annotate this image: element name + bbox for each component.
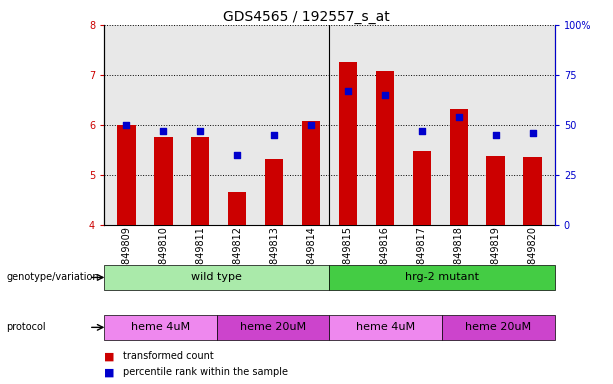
Bar	[413, 151, 431, 225]
Point	[454, 114, 463, 120]
Bar	[265, 159, 283, 225]
Bar	[330, 315, 442, 340]
Bar	[302, 121, 320, 225]
Point	[196, 128, 205, 134]
Text: percentile rank within the sample: percentile rank within the sample	[123, 367, 287, 377]
Text: genotype/variation: genotype/variation	[6, 272, 99, 283]
Point	[491, 132, 501, 138]
Text: GDS4565 / 192557_s_at: GDS4565 / 192557_s_at	[223, 10, 390, 23]
Text: heme 4uM: heme 4uM	[356, 322, 416, 333]
Point	[158, 128, 168, 134]
Bar	[154, 137, 172, 225]
Text: ■: ■	[104, 351, 115, 361]
Bar	[330, 265, 555, 290]
Point	[269, 132, 279, 138]
Bar	[339, 63, 357, 225]
Point	[306, 122, 316, 128]
Bar	[104, 315, 217, 340]
Bar	[487, 156, 505, 225]
Bar	[449, 109, 468, 225]
Text: ■: ■	[104, 367, 115, 377]
Bar	[524, 157, 542, 225]
Point	[380, 92, 390, 98]
Point	[232, 152, 242, 158]
Point	[417, 128, 427, 134]
Bar	[217, 315, 330, 340]
Bar	[104, 265, 330, 290]
Bar	[117, 125, 135, 225]
Point	[121, 122, 131, 128]
Text: protocol: protocol	[6, 322, 46, 333]
Text: heme 4uM: heme 4uM	[131, 322, 190, 333]
Bar	[191, 137, 210, 225]
Text: heme 20uM: heme 20uM	[465, 322, 531, 333]
Text: heme 20uM: heme 20uM	[240, 322, 306, 333]
Bar	[442, 315, 555, 340]
Text: transformed count: transformed count	[123, 351, 213, 361]
Text: wild type: wild type	[191, 272, 242, 283]
Point	[343, 88, 353, 94]
Bar	[228, 192, 246, 225]
Point	[528, 130, 538, 136]
Bar	[376, 71, 394, 225]
Text: hrg-2 mutant: hrg-2 mutant	[405, 272, 479, 283]
